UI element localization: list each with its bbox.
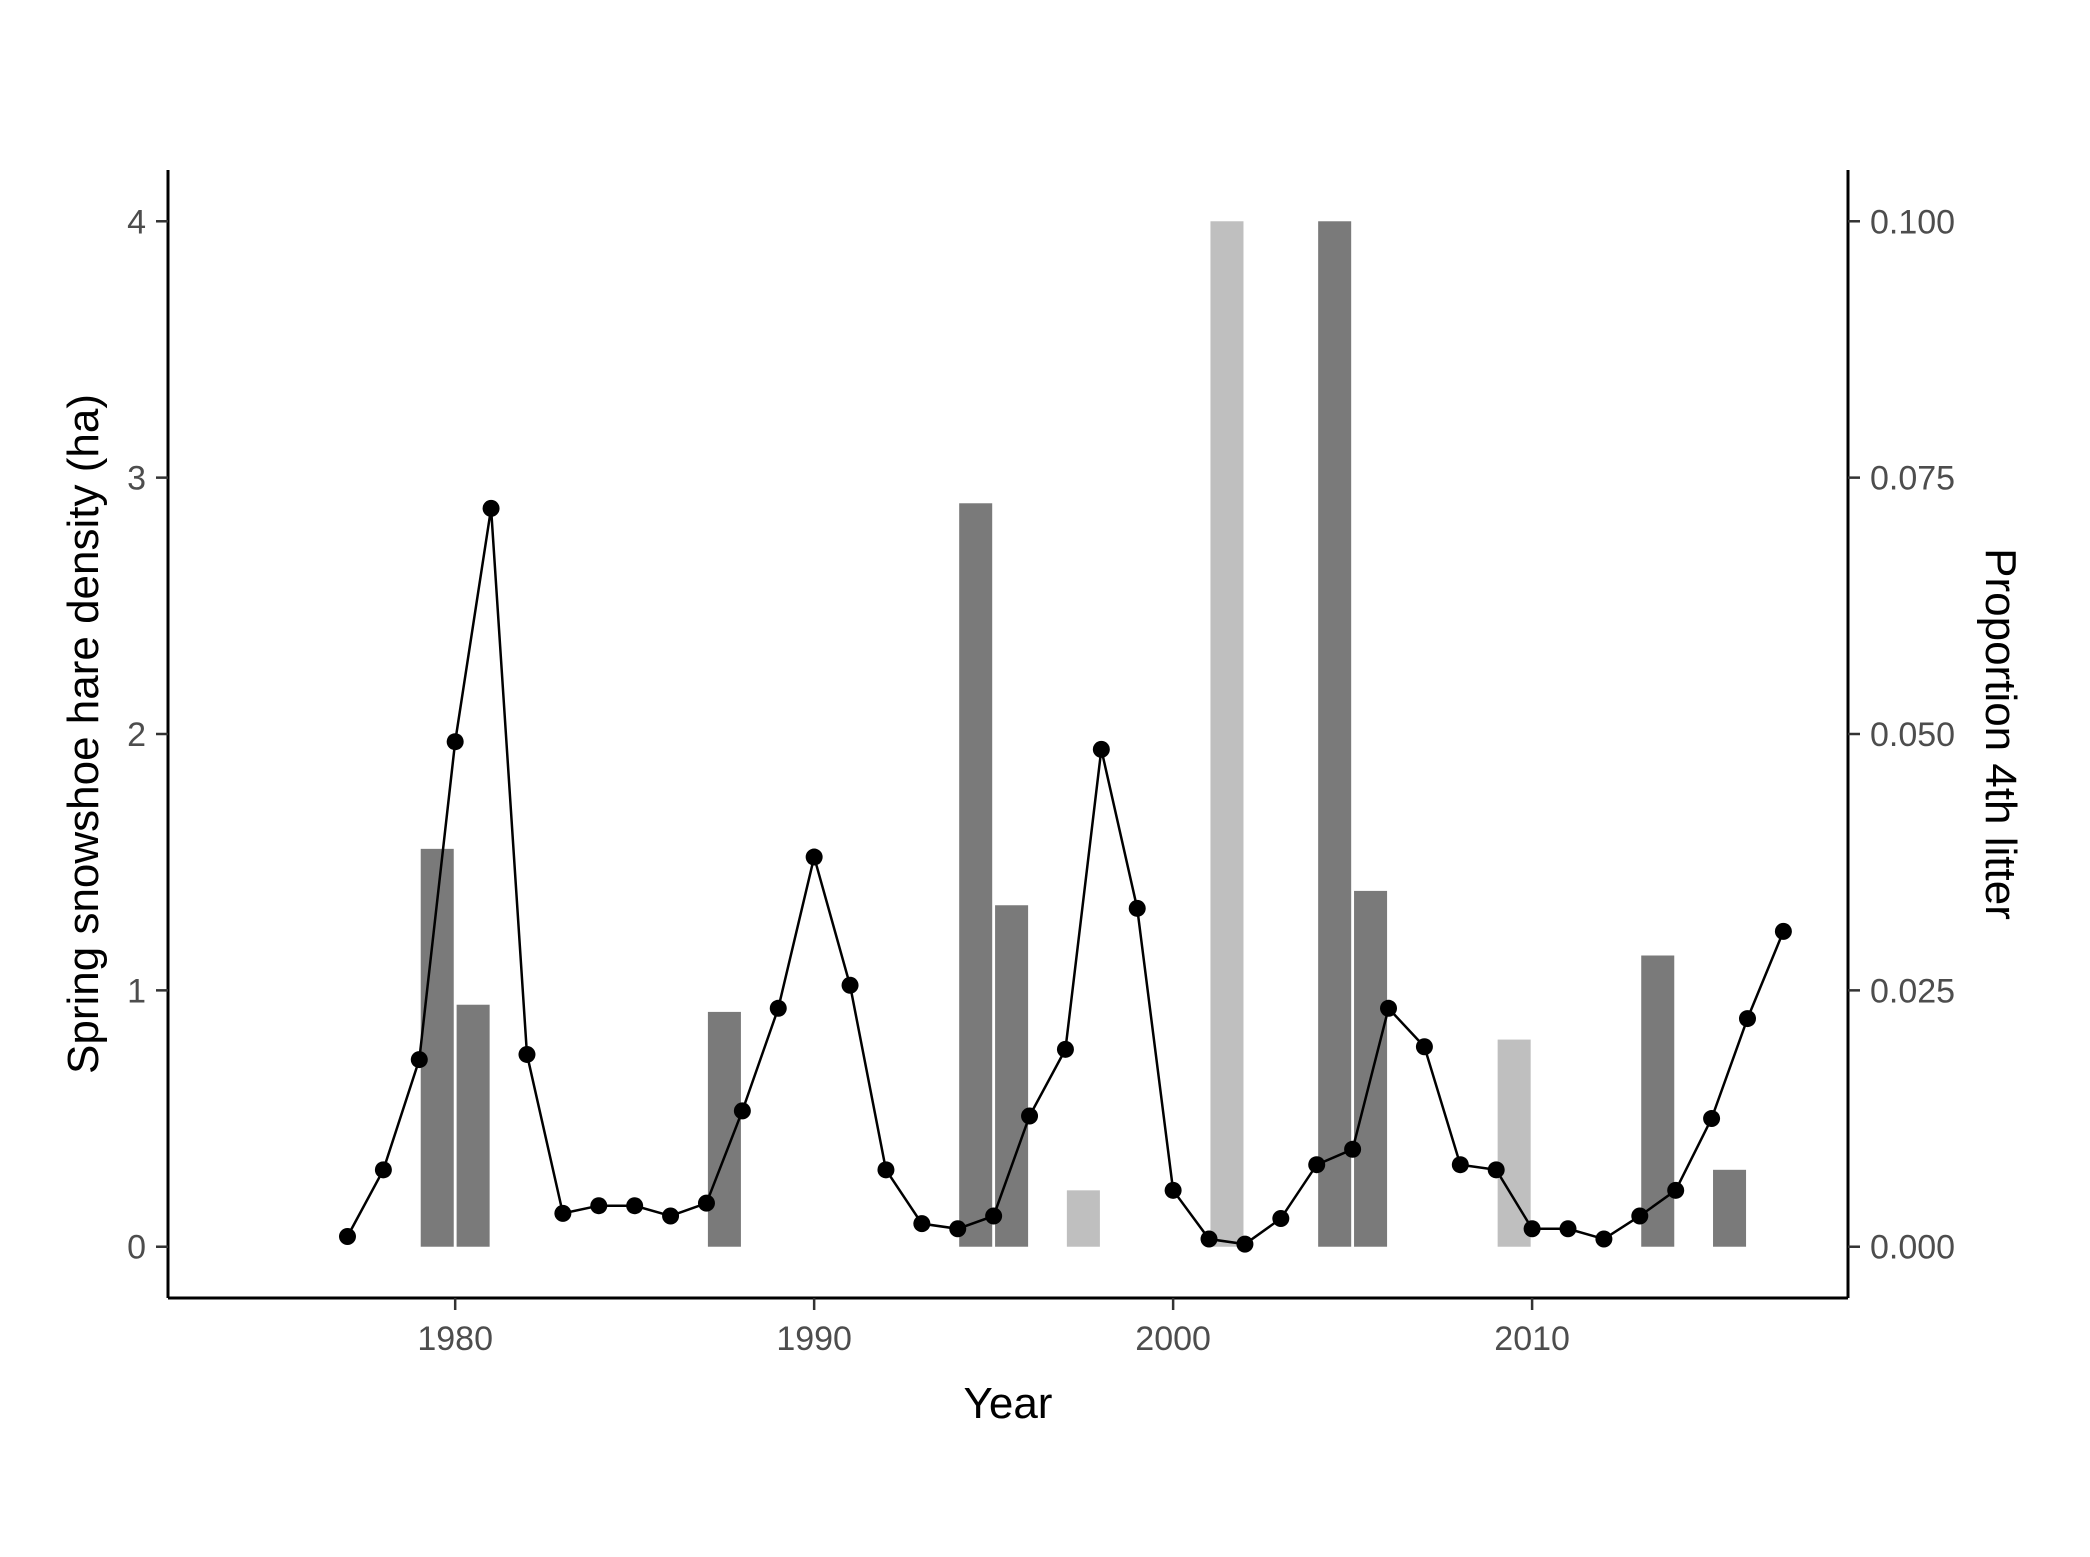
line-layer (346, 508, 1785, 1246)
bars-layer (420, 221, 1747, 1247)
x-tick-label-1980: 1980 (417, 1320, 493, 1358)
y-axis-title: Spring snowshoe hare density (ha) (59, 394, 108, 1074)
bar-9 (1497, 1039, 1531, 1247)
density-point-1984 (590, 1197, 608, 1215)
density-point-2005 (1344, 1140, 1362, 1158)
density-point-2012 (1595, 1230, 1613, 1248)
density-point-1983 (554, 1204, 572, 1222)
density-point-1988 (733, 1102, 751, 1120)
density-point-1996 (1021, 1107, 1039, 1125)
density-point-2013 (1631, 1207, 1649, 1225)
density-point-2011 (1559, 1220, 1577, 1238)
density-point-1999 (1128, 899, 1146, 917)
density-point-2010 (1523, 1220, 1541, 1238)
density-point-2002 (1236, 1235, 1254, 1253)
density-point-1994 (949, 1220, 967, 1238)
bar-1 (456, 1004, 490, 1247)
density-point-1982 (518, 1045, 536, 1063)
y-tick-label-1: 1 (127, 972, 146, 1010)
density-point-1981 (482, 499, 500, 517)
density-point-1998 (1092, 740, 1110, 758)
density-point-2014 (1667, 1181, 1685, 1199)
bar-6 (1210, 221, 1244, 1247)
x-tick-label-2000: 2000 (1135, 1320, 1211, 1358)
density-point-1989 (769, 999, 787, 1017)
density-point-1979 (410, 1051, 428, 1069)
density-point-1987 (697, 1194, 715, 1212)
y2-tick-label-0.000: 0.000 (1870, 1229, 1955, 1267)
density-point-2007 (1415, 1038, 1433, 1056)
density-point-2017 (1774, 922, 1792, 940)
density-point-2004 (1308, 1156, 1326, 1174)
density-point-2006 (1380, 999, 1398, 1017)
density-point-2009 (1487, 1161, 1505, 1179)
x-tick-label-1990: 1990 (776, 1320, 852, 1358)
y2-tick-label-0.050: 0.050 (1870, 716, 1955, 754)
bar-11 (1713, 1169, 1747, 1247)
y2-tick-label-0.075: 0.075 (1870, 460, 1955, 498)
density-point-1978 (374, 1161, 392, 1179)
y2-tick-label-0.025: 0.025 (1870, 972, 1955, 1010)
density-point-1980 (446, 733, 464, 751)
density-point-1985 (626, 1197, 644, 1215)
density-point-1990 (805, 848, 823, 866)
bar-10 (1641, 955, 1675, 1247)
y-tick-label-4: 4 (127, 203, 146, 241)
bar-4 (995, 905, 1029, 1247)
density-point-1991 (841, 976, 859, 994)
y2-axis-title: Proportion 4th litter (1976, 548, 2025, 920)
points-layer (338, 499, 1792, 1253)
density-point-1993 (913, 1215, 931, 1233)
bar-5 (1066, 1190, 1100, 1247)
density-point-1995 (985, 1207, 1003, 1225)
density-point-2015 (1703, 1110, 1721, 1128)
y-tick-label-0: 0 (127, 1229, 146, 1267)
bar-8 (1354, 890, 1388, 1247)
density-line (346, 508, 1785, 1246)
density-point-2008 (1451, 1156, 1469, 1174)
bar-3 (959, 503, 993, 1247)
density-point-1986 (662, 1207, 680, 1225)
ticks-layer: 1980 1990 2000 2010 0 1 2 3 4 0.000 0.025 0.050 0.07… (127, 203, 1955, 1358)
density-point-2003 (1272, 1210, 1290, 1228)
y-tick-label-3: 3 (127, 460, 146, 498)
y-tick-label-2: 2 (127, 716, 146, 754)
density-point-1997 (1056, 1040, 1074, 1058)
density-point-2016 (1738, 1010, 1756, 1028)
density-point-1992 (877, 1161, 895, 1179)
density-point-2001 (1200, 1230, 1218, 1248)
density-point-1977 (338, 1227, 356, 1245)
density-point-2000 (1164, 1181, 1182, 1199)
bar-7 (1318, 221, 1352, 1247)
y2-tick-label-0.100: 0.100 (1870, 203, 1955, 241)
x-tick-label-2010: 2010 (1494, 1320, 1570, 1358)
bar-0 (420, 848, 454, 1247)
x-axis-title: Year (964, 1379, 1053, 1428)
